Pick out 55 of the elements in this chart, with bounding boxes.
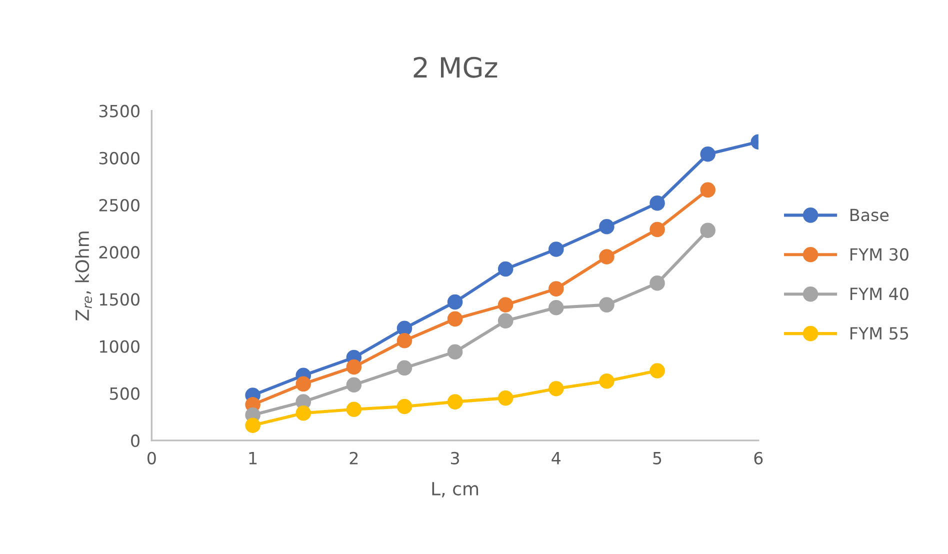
point [650, 363, 665, 378]
point [599, 297, 614, 312]
legend-label: FYM 40 [850, 288, 908, 300]
x-tick-label: 0 [147, 452, 156, 464]
point [548, 281, 564, 296]
y-tick-label: 2500 [99, 198, 140, 212]
point [650, 222, 665, 238]
point [599, 373, 614, 389]
point [548, 242, 564, 257]
point [700, 182, 716, 198]
point [498, 261, 514, 277]
point [447, 311, 463, 327]
point [447, 394, 463, 410]
point [599, 249, 614, 264]
y-tick-label: 2000 [99, 246, 140, 259]
x-tick-label: 1 [249, 452, 257, 464]
x-tick-label: 2 [350, 452, 358, 464]
point [447, 294, 463, 310]
x-tick-label: 4 [552, 452, 561, 464]
y-axis-title: Z$_{re}$, kOhm [75, 232, 92, 320]
y-tick-label: 1000 [100, 340, 140, 353]
x-tick-label: 3 [451, 452, 460, 464]
point [599, 219, 614, 234]
y-tick-label: 3000 [99, 152, 140, 164]
legend-label: Base [850, 208, 889, 222]
point [700, 146, 716, 162]
x-axis-title: L, cm [432, 482, 478, 498]
point [548, 380, 564, 396]
point [498, 313, 514, 328]
point [296, 376, 311, 392]
point [245, 418, 260, 433]
point [346, 377, 362, 393]
point [396, 332, 412, 348]
point [700, 222, 716, 238]
point [650, 195, 665, 211]
chart-title: 2 MGz [414, 56, 498, 78]
legend-label: FYM 55 [850, 327, 908, 340]
point [346, 359, 362, 375]
point [346, 402, 362, 417]
y-tick-label: 1500 [100, 293, 140, 306]
y-tick-label: 0 [131, 434, 140, 447]
point [396, 320, 412, 336]
x-tick-label: 5 [653, 452, 662, 464]
x-tick-label: 6 [754, 452, 763, 464]
point [396, 398, 412, 414]
point [498, 297, 514, 312]
legend-label: FYM 30 [850, 248, 908, 261]
y-tick-label: 500 [110, 387, 140, 400]
point [650, 276, 665, 291]
point [548, 300, 564, 316]
point [498, 390, 514, 406]
point [296, 405, 311, 421]
y-tick-label: 3500 [99, 104, 140, 118]
point [396, 360, 412, 376]
point [447, 344, 463, 360]
